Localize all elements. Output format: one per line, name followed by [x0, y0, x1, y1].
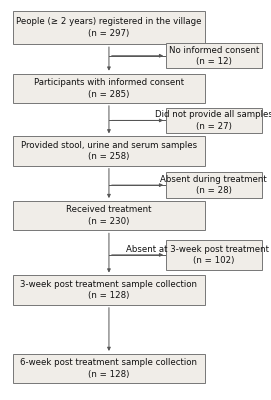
Text: No informed consent
(n = 12): No informed consent (n = 12)	[169, 46, 259, 66]
FancyBboxPatch shape	[13, 136, 205, 166]
Text: 6-week post treatment sample collection
(n = 128): 6-week post treatment sample collection …	[20, 358, 198, 379]
FancyBboxPatch shape	[13, 276, 205, 305]
Text: Received treatment
(n = 230): Received treatment (n = 230)	[66, 206, 152, 226]
FancyBboxPatch shape	[166, 172, 262, 198]
FancyBboxPatch shape	[166, 43, 262, 68]
Text: People (≥ 2 years) registered in the village
(n = 297): People (≥ 2 years) registered in the vil…	[16, 17, 202, 38]
FancyBboxPatch shape	[166, 108, 262, 133]
FancyBboxPatch shape	[13, 11, 205, 44]
Text: Participants with informed consent
(n = 285): Participants with informed consent (n = …	[34, 78, 184, 98]
Text: Did not provide all samples
(n = 27): Did not provide all samples (n = 27)	[155, 110, 271, 131]
FancyBboxPatch shape	[13, 74, 205, 103]
FancyBboxPatch shape	[13, 354, 205, 383]
Text: Provided stool, urine and serum samples
(n = 258): Provided stool, urine and serum samples …	[21, 141, 197, 161]
Text: Absent at 3-week post treatment survey
(n = 102): Absent at 3-week post treatment survey (…	[126, 245, 271, 265]
FancyBboxPatch shape	[166, 240, 262, 270]
Text: Absent during treatment
(n = 28): Absent during treatment (n = 28)	[160, 175, 267, 195]
FancyBboxPatch shape	[13, 201, 205, 230]
Text: 3-week post treatment sample collection
(n = 128): 3-week post treatment sample collection …	[20, 280, 198, 300]
